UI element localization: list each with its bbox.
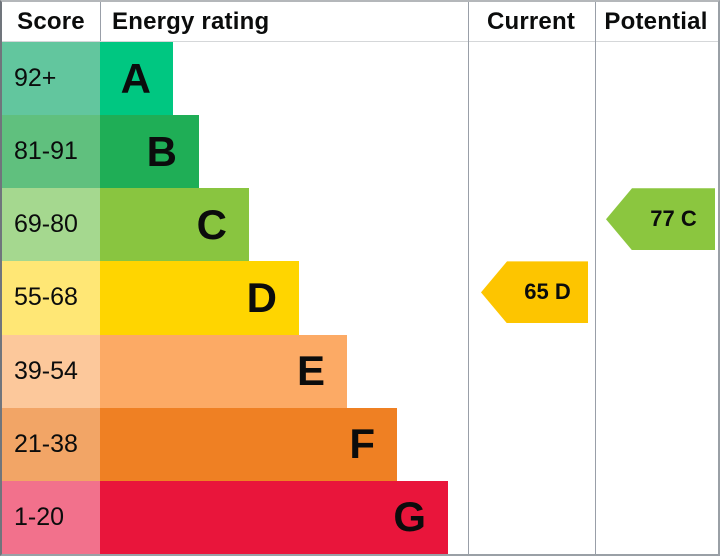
potential-column-divider	[595, 2, 596, 554]
current-rating-label: 65 D	[524, 279, 571, 305]
band-bar-a: A	[100, 42, 173, 116]
potential-rating-label: 77 C	[650, 206, 697, 232]
score-range-a: 92+	[2, 42, 100, 116]
score-range-c: 69-80	[2, 188, 100, 262]
band-bar-e: E	[100, 334, 347, 408]
score-range-g: 1-20	[2, 480, 100, 554]
band-bar-f: F	[100, 407, 397, 481]
score-column-divider	[100, 2, 101, 41]
score-range-b: 81-91	[2, 115, 100, 189]
band-row-d: 55-68 D	[2, 261, 718, 335]
band-row-a: 92+ A	[2, 42, 718, 116]
header-divider-line	[2, 41, 718, 42]
score-range-d: 55-68	[2, 261, 100, 335]
current-rating-arrow: 65 D	[481, 261, 588, 324]
band-row-b: 81-91 B	[2, 115, 718, 189]
band-row-f: 21-38 F	[2, 407, 718, 481]
band-bar-b: B	[100, 115, 199, 189]
score-range-f: 21-38	[2, 407, 100, 481]
current-column-divider	[468, 2, 469, 554]
band-row-c: 69-80 C	[2, 188, 718, 262]
band-bar-c: C	[100, 188, 249, 262]
header-score: Score	[17, 7, 85, 35]
score-range-e: 39-54	[2, 334, 100, 408]
band-bar-g: G	[100, 480, 448, 554]
bands-container: 92+ A 81-91 B 69-80 C 55-68 D 39-54 E 21-38 F 1-20 G	[2, 42, 718, 554]
header-energy-rating: Energy rating	[112, 7, 270, 35]
header-row: Score Energy rating Current Potential	[2, 2, 718, 41]
potential-rating-arrow: 77 C	[606, 188, 715, 251]
band-row-g: 1-20 G	[2, 480, 718, 554]
band-row-e: 39-54 E	[2, 334, 718, 408]
header-current: Current	[486, 7, 576, 35]
header-potential: Potential	[604, 7, 708, 35]
band-bar-d: D	[100, 261, 299, 335]
